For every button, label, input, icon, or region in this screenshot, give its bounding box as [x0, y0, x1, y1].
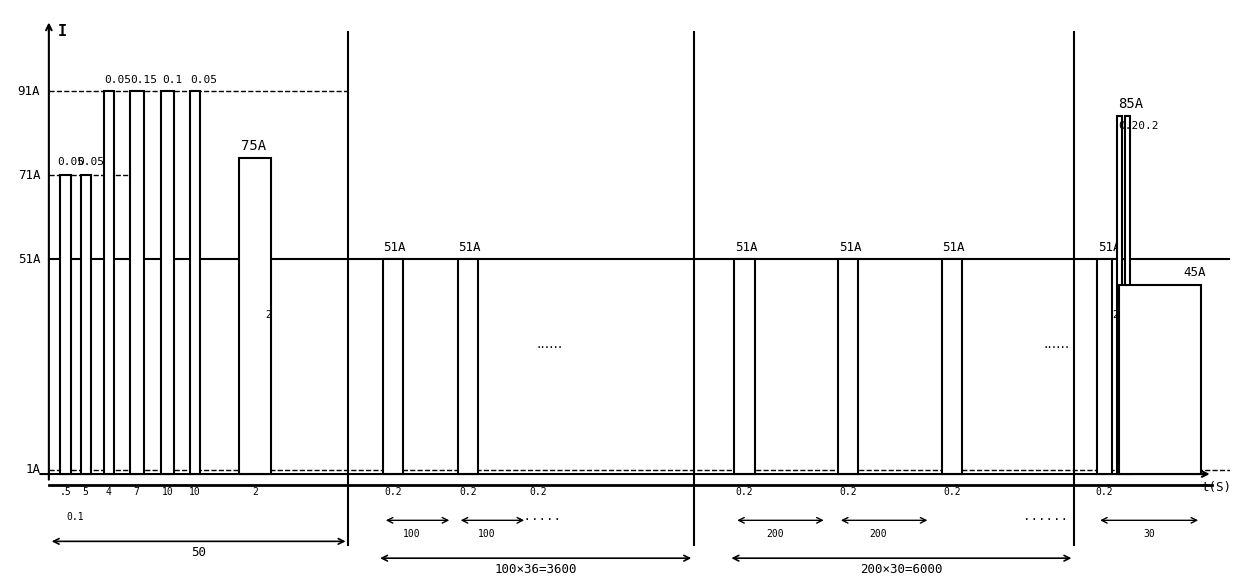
- Bar: [161, 91, 174, 474]
- Bar: [190, 91, 201, 474]
- Text: 51A: 51A: [1097, 241, 1121, 254]
- Text: 0.2: 0.2: [459, 487, 476, 497]
- Text: 0.05: 0.05: [104, 74, 131, 85]
- Text: 0.2: 0.2: [384, 487, 402, 497]
- Text: 0.2: 0.2: [1096, 487, 1114, 497]
- Text: 2: 2: [252, 487, 258, 497]
- Text: 7: 7: [134, 487, 140, 497]
- Text: 30: 30: [1143, 529, 1154, 539]
- Text: ......: ......: [537, 337, 563, 351]
- Text: 200: 200: [869, 529, 887, 539]
- Text: 4: 4: [105, 487, 112, 497]
- Text: 0.05: 0.05: [78, 157, 104, 167]
- Bar: [1125, 116, 1130, 474]
- Text: 0.2: 0.2: [839, 487, 857, 497]
- Text: 0.2: 0.2: [529, 487, 547, 497]
- Text: 10: 10: [161, 487, 174, 497]
- Bar: [104, 91, 114, 474]
- Text: 200: 200: [766, 529, 784, 539]
- Text: 51A: 51A: [459, 241, 481, 254]
- Text: 100: 100: [403, 529, 420, 539]
- Text: 85A: 85A: [1118, 97, 1143, 111]
- Text: 51A: 51A: [383, 241, 405, 254]
- Text: 0.20.2: 0.20.2: [1118, 121, 1158, 131]
- Text: 51A: 51A: [735, 241, 758, 254]
- Text: .5: .5: [60, 487, 72, 497]
- Text: 75A: 75A: [241, 139, 265, 153]
- Text: ......: ......: [516, 510, 560, 523]
- Text: 2: 2: [1112, 310, 1118, 320]
- Text: ......: ......: [1023, 510, 1068, 523]
- Text: ......: ......: [1044, 337, 1070, 351]
- Text: 51A: 51A: [838, 241, 861, 254]
- Text: 0.1: 0.1: [67, 512, 84, 522]
- Text: 51A: 51A: [17, 253, 40, 266]
- Text: 71A: 71A: [17, 169, 40, 182]
- Text: 10: 10: [190, 487, 201, 497]
- Text: 1A: 1A: [25, 463, 40, 476]
- Bar: [1117, 116, 1122, 474]
- Text: 0.15: 0.15: [130, 74, 157, 85]
- Bar: [1097, 260, 1112, 474]
- Bar: [941, 260, 962, 474]
- Text: 51A: 51A: [942, 241, 965, 254]
- Text: 200×30=6000: 200×30=6000: [861, 563, 942, 576]
- Text: 50: 50: [191, 546, 206, 559]
- Text: 0.05: 0.05: [191, 74, 217, 85]
- Bar: [81, 175, 91, 474]
- Bar: [61, 175, 71, 474]
- Bar: [383, 260, 403, 474]
- Text: 100: 100: [477, 529, 496, 539]
- Text: 45A: 45A: [1184, 267, 1207, 279]
- Text: 91A: 91A: [17, 84, 40, 98]
- Text: t(S): t(S): [1202, 481, 1231, 494]
- Text: 2: 2: [265, 310, 270, 320]
- Text: 5: 5: [83, 487, 89, 497]
- Bar: [129, 91, 144, 474]
- Text: I: I: [57, 24, 67, 39]
- Bar: [239, 158, 270, 474]
- Text: 0.05: 0.05: [57, 157, 84, 167]
- Bar: [838, 260, 858, 474]
- Text: 0.1: 0.1: [161, 74, 182, 85]
- Text: 0.2: 0.2: [735, 487, 753, 497]
- Bar: [458, 260, 479, 474]
- Text: 100×36=3600: 100×36=3600: [495, 563, 577, 576]
- Bar: [734, 260, 754, 474]
- Bar: [1118, 285, 1202, 474]
- Text: 0.2: 0.2: [944, 487, 961, 497]
